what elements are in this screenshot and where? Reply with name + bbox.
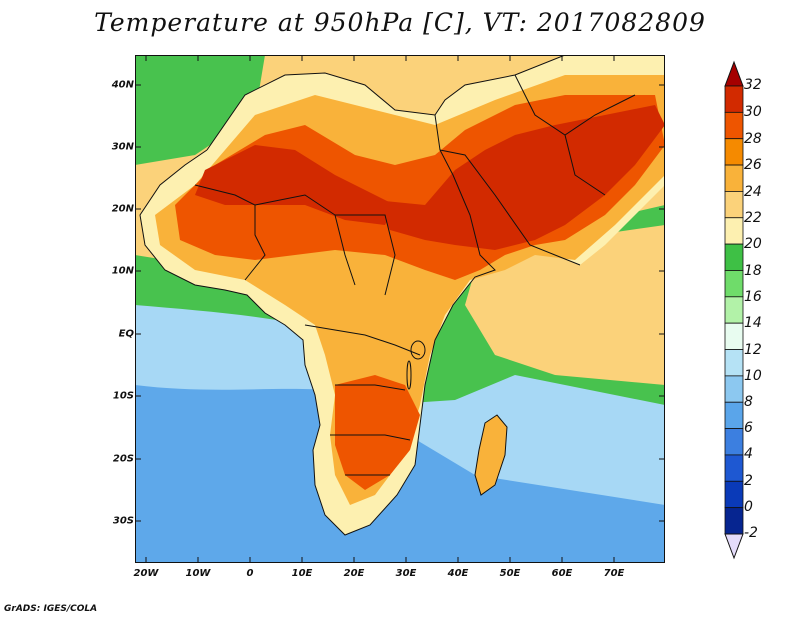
- lat-label-30s: 30S: [112, 515, 134, 527]
- lon-label-0: 0: [246, 568, 254, 579]
- north-atlantic-green-region: [135, 55, 265, 165]
- colorbar-segment: [724, 349, 744, 377]
- lake-victoria-outline: [410, 340, 426, 360]
- lat-label-10n: 10N: [111, 265, 134, 277]
- colorbar-top-arrow: [724, 60, 744, 87]
- colorbar-label-22: 22: [744, 210, 762, 226]
- colorbar: [724, 60, 744, 560]
- colorbar-segment: [724, 85, 744, 113]
- lat-label-30n: 30N: [111, 141, 134, 153]
- colorbar-segment: [724, 322, 744, 350]
- colorbar-label-minus2: -2: [744, 525, 758, 541]
- colorbar-segment: [724, 375, 744, 403]
- colorbar-label-24: 24: [744, 184, 762, 200]
- colorbar-segment: [724, 270, 744, 298]
- lat-label-10s: 10S: [112, 390, 134, 402]
- grads-credit: GrADS: IGES/COLA: [4, 604, 98, 614]
- colorbar-segment: [724, 111, 744, 140]
- colorbar-segment: [724, 164, 744, 192]
- temperature-map: [135, 55, 665, 563]
- madagascar-island: [475, 415, 507, 495]
- colorbar-segment: [724, 428, 744, 456]
- country-borders: [139, 55, 636, 536]
- very-hot-arabia-core: [375, 105, 665, 250]
- colorbar-label-14: 14: [744, 315, 762, 331]
- colorbar-segment: [724, 138, 744, 166]
- lon-label-40e: 40E: [447, 568, 469, 579]
- lat-label-20n: 20N: [111, 203, 134, 215]
- lon-label-60e: 60E: [551, 568, 573, 579]
- map-title: Temperature at 950hPa [C], VT: 201708280…: [94, 8, 706, 37]
- lat-label-eq: EQ: [118, 328, 134, 340]
- colorbar-label-16: 16: [744, 289, 762, 305]
- lon-label-20w: 20W: [133, 568, 159, 579]
- colorbar-segment: [724, 480, 744, 509]
- colorbar-label-6: 6: [744, 420, 753, 436]
- hot-southern-africa-zone: [335, 375, 420, 490]
- colorbar-segment: [724, 243, 744, 271]
- colorbar-label-18: 18: [744, 263, 762, 279]
- colorbar-segment: [724, 296, 744, 324]
- map-frame: [135, 55, 665, 563]
- very-hot-sahara-core: [195, 145, 395, 225]
- colorbar-label-0: 0: [744, 499, 753, 515]
- colorbar-label-8: 8: [744, 394, 753, 410]
- lon-label-70e: 70E: [603, 568, 625, 579]
- lake-tanganyika-outline: [406, 360, 412, 390]
- colorbar-label-2: 2: [744, 473, 753, 489]
- colorbar-label-32: 32: [744, 77, 762, 93]
- colorbar-label-30: 30: [744, 104, 762, 120]
- axis-ticks: [135, 55, 665, 563]
- lon-label-30e: 30E: [395, 568, 417, 579]
- colorbar-segment: [724, 507, 744, 535]
- colorbar-label-28: 28: [744, 131, 762, 147]
- colorbar-label-10: 10: [744, 368, 762, 384]
- lon-label-50e: 50E: [499, 568, 521, 579]
- lon-label-10w: 10W: [185, 568, 211, 579]
- map-panel: [135, 55, 665, 563]
- colorbar-label-12: 12: [744, 342, 762, 358]
- colorbar-segment: [724, 454, 744, 482]
- lat-label-20s: 20S: [112, 453, 134, 465]
- lat-label-40n: 40N: [111, 79, 134, 91]
- colorbar-label-26: 26: [744, 157, 762, 173]
- colorbar-label-4: 4: [744, 446, 753, 462]
- colorbar-segment: [724, 191, 744, 219]
- colorbar-bottom-arrow: [724, 533, 744, 560]
- colorbar-segment: [724, 401, 744, 429]
- lon-label-10e: 10E: [291, 568, 313, 579]
- colorbar-label-20: 20: [744, 236, 762, 252]
- lon-label-20e: 20E: [343, 568, 365, 579]
- colorbar-segment: [724, 217, 744, 245]
